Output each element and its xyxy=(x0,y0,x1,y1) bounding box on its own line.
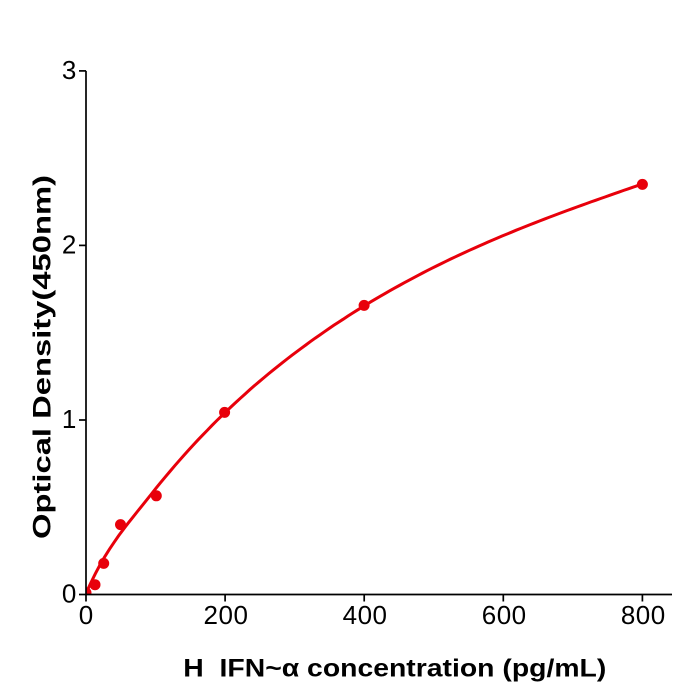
svg-text:2: 2 xyxy=(62,230,76,260)
svg-text:0: 0 xyxy=(62,579,76,609)
svg-text:Optical Density(450nm): Optical Density(450nm) xyxy=(29,175,57,539)
svg-text:3: 3 xyxy=(62,55,76,85)
svg-text:0: 0 xyxy=(79,600,93,630)
svg-text:H IFN~α concentration (pg/mL): H IFN~α concentration (pg/mL) xyxy=(183,655,606,683)
svg-text:600: 600 xyxy=(482,600,527,630)
svg-text:400: 400 xyxy=(343,600,388,630)
svg-text:1: 1 xyxy=(62,404,76,434)
svg-text:800: 800 xyxy=(621,600,666,630)
svg-text:200: 200 xyxy=(204,600,249,630)
